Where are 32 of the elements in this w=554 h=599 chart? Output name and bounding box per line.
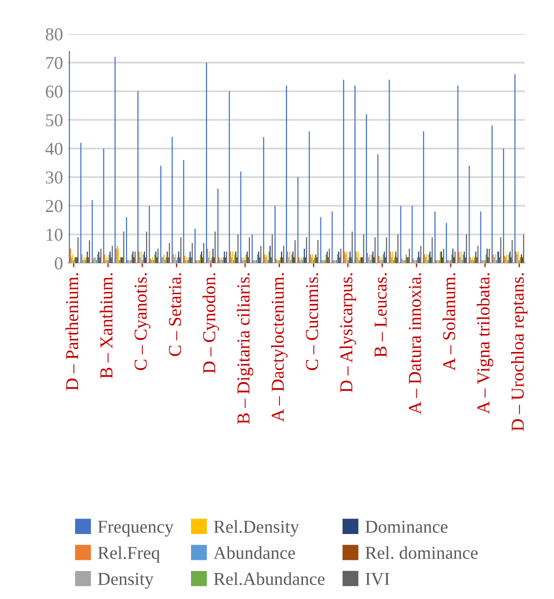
y-tick-label: 70	[46, 56, 62, 70]
legend-label: Rel. dominance	[365, 546, 478, 559]
legend-label: Frequency	[98, 520, 174, 537]
x-tick-label: D – Cynodon.	[202, 273, 220, 374]
legend-label: Rel.Freq	[98, 546, 160, 563]
y-tick-label: 40	[45, 142, 62, 155]
legend-label: Dominance	[365, 520, 448, 533]
y-tick-label: 80	[46, 28, 62, 40]
y-tick-label: 60	[46, 86, 62, 98]
x-tick-label: B – Xanthium.	[100, 273, 113, 378]
x-tick-label: D – Urochloa reptans.	[511, 273, 528, 431]
x-tick-label: B – Digitaria ciliaris.	[236, 273, 254, 424]
x-tick-label: A – Vigna trilobata.	[476, 273, 494, 414]
x-tick-label: B – Leucas.	[374, 273, 387, 358]
y-tick-label: 0	[54, 257, 62, 270]
x-tick-label: C – Cyanotis.	[134, 273, 150, 370]
x-tick-label: D – Parthenium.	[66, 273, 78, 390]
legend-label: Density	[98, 572, 154, 589]
legend-label: Abundance	[214, 546, 295, 559]
x-tick-label: C – Cucumis.	[306, 273, 318, 370]
x-tick-label: C – Setaria.	[168, 273, 182, 356]
x-tick-label: D – Alysicarpus.	[340, 273, 356, 392]
x-tick-label: A – Solanum.	[442, 273, 456, 371]
y-tick-label: 10	[46, 228, 62, 241]
y-tick-label: 30	[46, 171, 62, 184]
legend-label: Rel.Density	[214, 520, 300, 537]
legend-label: Rel.Abundance	[214, 572, 325, 586]
legend-label: IVI	[366, 572, 390, 586]
y-tick-label: 50	[46, 114, 62, 126]
x-tick-label: A – Dactyloctenium.	[271, 273, 288, 422]
x-tick-label: A – Datura innoxia.	[408, 273, 422, 414]
y-tick-label: 20	[46, 200, 62, 212]
